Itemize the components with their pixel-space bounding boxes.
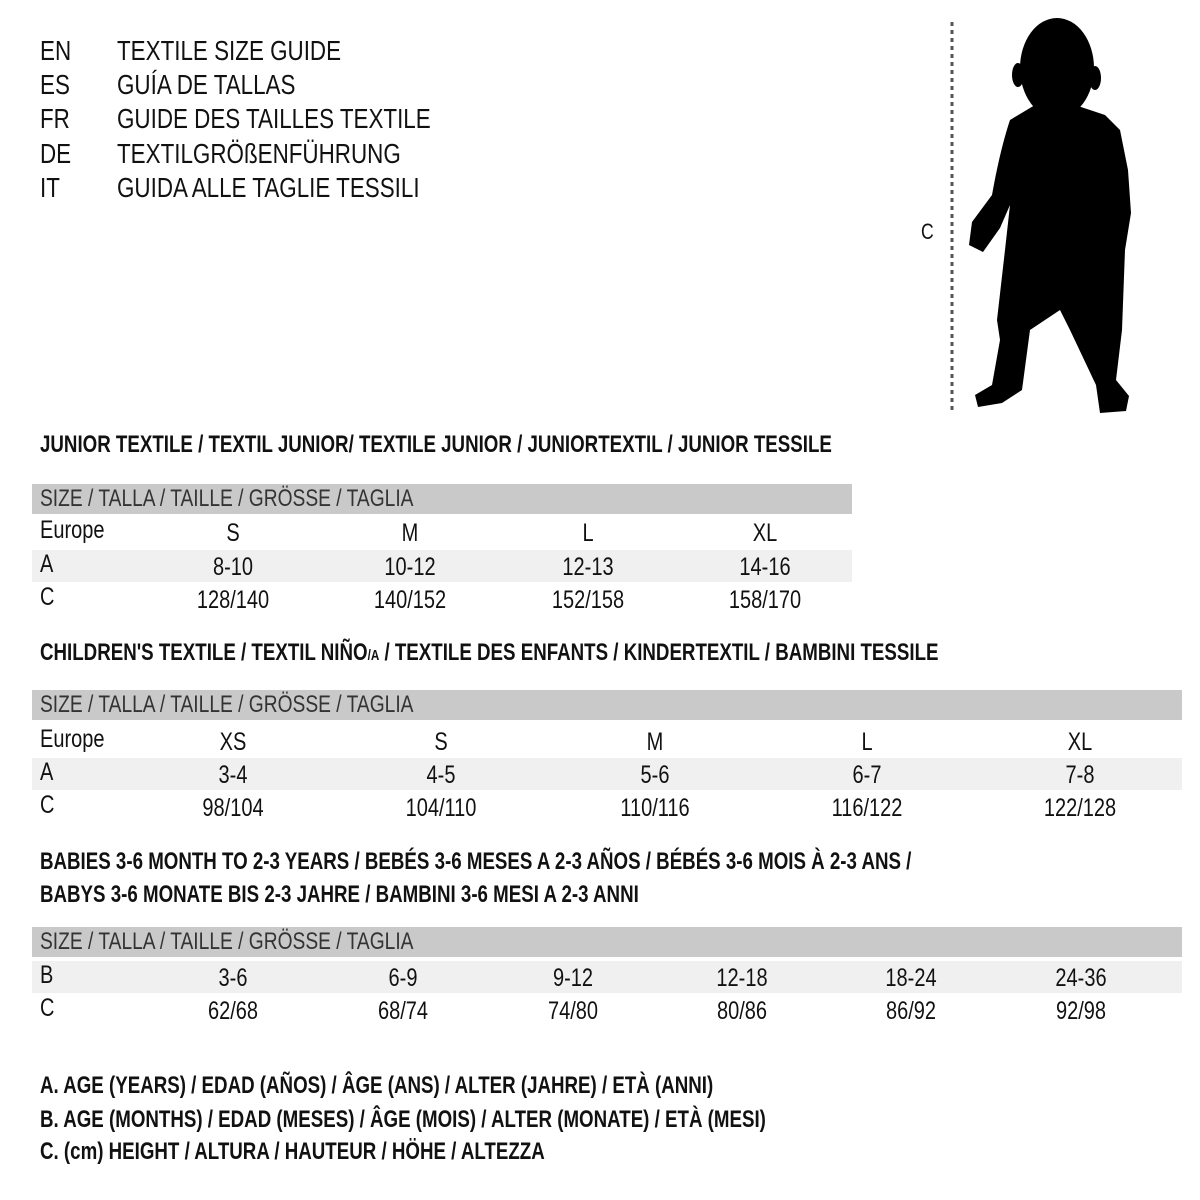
title-part: /A <box>367 647 380 664</box>
table-cell: 8-10 <box>212 553 254 581</box>
table-cell: 152/158 <box>551 586 625 614</box>
table-cell: 12-13 <box>562 553 614 581</box>
table-cell: 5-6 <box>640 761 670 789</box>
section-title-junior: JUNIOR TEXTILE / TEXTIL JUNIOR/ TEXTILE … <box>40 431 832 458</box>
row-label: A <box>40 758 54 786</box>
table-cell: 104/110 <box>405 794 477 822</box>
row-label: A <box>40 550 54 578</box>
table-cell: 14-16 <box>739 553 791 581</box>
table-cell: 92/98 <box>1055 997 1107 1025</box>
language-code: FR <box>40 103 70 134</box>
table-cell: M <box>401 519 419 547</box>
table-cell: 128/140 <box>196 586 270 614</box>
table-cell: 158/170 <box>728 586 802 614</box>
table-cell: 6-9 <box>388 964 418 992</box>
table-cell: L <box>582 519 594 547</box>
language-title: TEXTILGRÖßENFÜHRUNG <box>117 138 401 169</box>
size-header: SIZE / TALLA / TAILLE / GRÖSSE / TAGLIA <box>40 691 414 718</box>
section-title-babies-line1: BABIES 3-6 MONTH TO 2-3 YEARS / BEBÉS 3-… <box>40 848 912 875</box>
table-cell: XS <box>219 728 247 756</box>
table-cell: M <box>646 728 664 756</box>
legend-item: B. AGE (MONTHS) / EDAD (MESES) / ÂGE (MO… <box>40 1106 766 1133</box>
language-title: TEXTILE SIZE GUIDE <box>117 35 342 66</box>
title-part: CHILDREN'S TEXTILE / TEXTIL NIÑO <box>40 639 368 666</box>
section-title-babies-line2: BABYS 3-6 MONATE BIS 2-3 JAHRE / BAMBINI… <box>40 881 639 908</box>
size-header: SIZE / TALLA / TAILLE / GRÖSSE / TAGLIA <box>40 485 414 512</box>
height-label: C <box>921 219 934 244</box>
row-label: Europe <box>40 725 105 753</box>
table-cell: 68/74 <box>377 997 429 1025</box>
table-cell: 7-8 <box>1065 761 1095 789</box>
table-cell: S <box>226 519 240 547</box>
language-title: GUIDE DES TAILLES TEXTILE <box>117 103 431 134</box>
table-cell: 122/128 <box>1043 794 1117 822</box>
table-cell: 86/92 <box>885 997 937 1025</box>
row-label: C <box>40 583 55 611</box>
table-cell: L <box>861 728 873 756</box>
table-cell: 6-7 <box>852 761 882 789</box>
legend-item: A. AGE (YEARS) / EDAD (AÑOS) / ÂGE (ANS)… <box>40 1072 714 1099</box>
table-cell: 116/122 <box>831 794 903 822</box>
language-code: EN <box>40 35 72 66</box>
row-label: B <box>40 961 54 989</box>
table-cell: 74/80 <box>547 997 599 1025</box>
row-label: Europe <box>40 516 105 544</box>
table-cell: 98/104 <box>202 794 264 822</box>
table-cell: XL <box>752 519 778 547</box>
table-cell: 62/68 <box>207 997 259 1025</box>
size-header-bar <box>32 484 852 514</box>
row-band <box>32 758 1182 790</box>
language-code: DE <box>40 138 72 169</box>
size-header: SIZE / TALLA / TAILLE / GRÖSSE / TAGLIA <box>40 928 414 955</box>
table-cell: S <box>434 728 448 756</box>
legend-item: C. (cm) HEIGHT / ALTURA / HAUTEUR / HÖHE… <box>40 1138 545 1165</box>
section-title-children: CHILDREN'S TEXTILE / TEXTIL NIÑO/A / TEX… <box>40 638 938 671</box>
title-part: / TEXTILE DES ENFANTS / KINDERTEXTIL / B… <box>379 639 939 666</box>
table-cell: 12-18 <box>716 964 768 992</box>
size-header-bar <box>32 927 1182 957</box>
table-cell: 24-36 <box>1055 964 1107 992</box>
table-cell: 18-24 <box>885 964 937 992</box>
language-title: GUIDA ALLE TAGLIE TESSILI <box>117 172 420 203</box>
table-cell: 10-12 <box>384 553 436 581</box>
language-code: ES <box>40 69 70 100</box>
language-code: IT <box>40 172 60 203</box>
size-header-bar <box>32 690 1182 720</box>
row-band <box>32 550 852 582</box>
child-silhouette-icon <box>950 18 1131 413</box>
table-cell: XL <box>1067 728 1093 756</box>
table-cell: 9-12 <box>552 964 594 992</box>
table-cell: 3-4 <box>218 761 248 789</box>
table-cell: 110/116 <box>620 794 690 822</box>
language-title: GUÍA DE TALLAS <box>117 69 296 100</box>
table-cell: 3-6 <box>218 964 248 992</box>
row-band <box>32 961 1182 993</box>
row-label: C <box>40 791 55 819</box>
table-cell: 80/86 <box>716 997 768 1025</box>
table-cell: 140/152 <box>373 586 447 614</box>
row-label: C <box>40 994 55 1022</box>
table-cell: 4-5 <box>426 761 456 789</box>
